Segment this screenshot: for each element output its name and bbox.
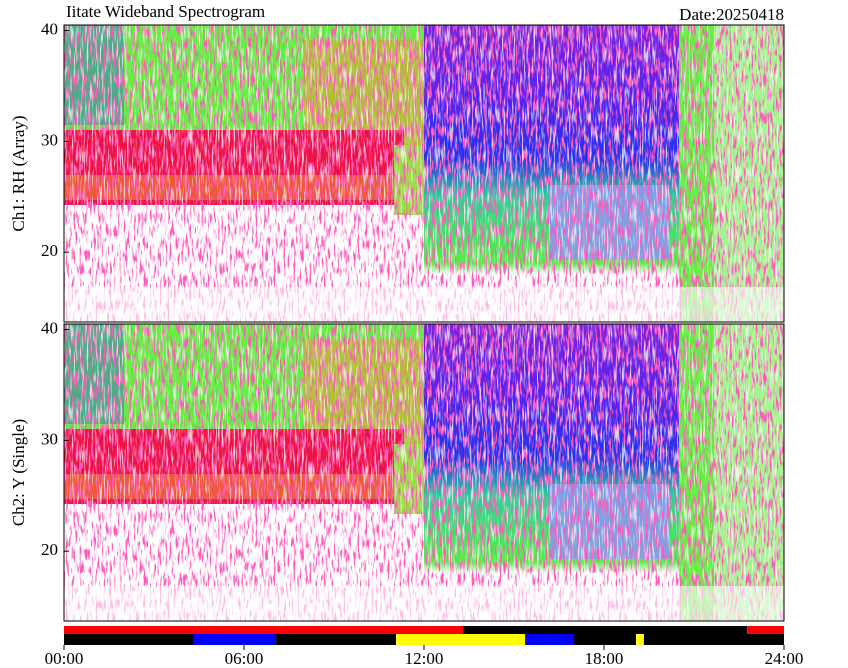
y-tick-label: 20: [41, 540, 58, 559]
x-tick-label: 24:00: [765, 649, 804, 668]
status-segment: [525, 634, 574, 645]
y-tick-label: 40: [41, 19, 58, 38]
plot-frame: [63, 323, 785, 622]
chart-title: Iitate Wideband Spectrogram: [66, 2, 265, 21]
spectrogram-image: [64, 324, 784, 621]
status-segment: [64, 634, 194, 645]
x-tick-label: 06:00: [225, 649, 264, 668]
plot-frame: [63, 24, 785, 323]
x-tick-label: 18:00: [585, 649, 624, 668]
status-segment: [276, 634, 397, 645]
status-segment: [64, 626, 463, 634]
status-segment: [636, 634, 644, 645]
x-tick-label: 12:00: [405, 649, 444, 668]
status-segment: [643, 634, 784, 645]
y-tick-label: 40: [41, 318, 58, 337]
status-segment: [396, 634, 526, 645]
spectrogram-image: [64, 25, 784, 322]
y-axis-label: Ch2: Y (Single): [9, 419, 28, 526]
x-tick-label: 00:00: [45, 649, 84, 668]
status-segment: [193, 634, 277, 645]
y-axis-label: Ch1: RH (Array): [9, 115, 28, 231]
y-tick-label: 30: [41, 429, 58, 448]
status-segment: [574, 634, 637, 645]
status-segment: [463, 626, 748, 634]
status-segment: [747, 626, 784, 634]
y-tick-label: 20: [41, 241, 58, 260]
y-tick-label: 30: [41, 130, 58, 149]
chart-date: Date:20250418: [679, 5, 784, 24]
